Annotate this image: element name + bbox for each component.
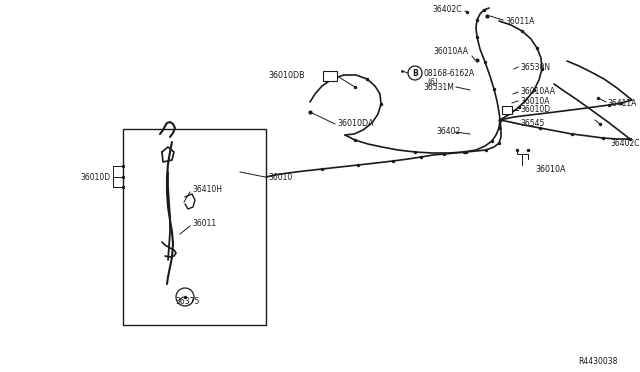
Text: 36010: 36010 bbox=[268, 173, 292, 182]
Text: (6): (6) bbox=[427, 77, 438, 87]
Text: 36010DA: 36010DA bbox=[337, 119, 374, 128]
Text: 36010A: 36010A bbox=[535, 166, 566, 174]
Text: 36010DB: 36010DB bbox=[268, 71, 305, 80]
Text: 36402: 36402 bbox=[436, 128, 460, 137]
Bar bbox=[123, 129, 266, 325]
Text: 36410H: 36410H bbox=[192, 186, 222, 195]
Text: 08168-6162A: 08168-6162A bbox=[424, 68, 476, 77]
Text: 36545: 36545 bbox=[520, 119, 545, 128]
Bar bbox=[502, 106, 512, 114]
Text: 36375: 36375 bbox=[175, 298, 200, 307]
Text: B: B bbox=[412, 68, 418, 77]
Text: 36402C: 36402C bbox=[433, 6, 462, 15]
Text: 36010AA: 36010AA bbox=[433, 48, 468, 57]
Text: 36402C: 36402C bbox=[610, 140, 639, 148]
Text: R4430038: R4430038 bbox=[579, 357, 618, 366]
Bar bbox=[323, 71, 337, 81]
Text: 36530N: 36530N bbox=[520, 62, 550, 71]
Text: 36010D: 36010D bbox=[520, 106, 550, 115]
Text: 36010D: 36010D bbox=[81, 173, 111, 182]
Text: 36411A: 36411A bbox=[607, 99, 636, 109]
Text: 36531M: 36531M bbox=[423, 83, 454, 92]
Text: 36010AA: 36010AA bbox=[520, 87, 555, 96]
Text: 36011: 36011 bbox=[192, 219, 216, 228]
Text: 36011A: 36011A bbox=[505, 17, 534, 26]
Text: 36010A: 36010A bbox=[520, 96, 550, 106]
